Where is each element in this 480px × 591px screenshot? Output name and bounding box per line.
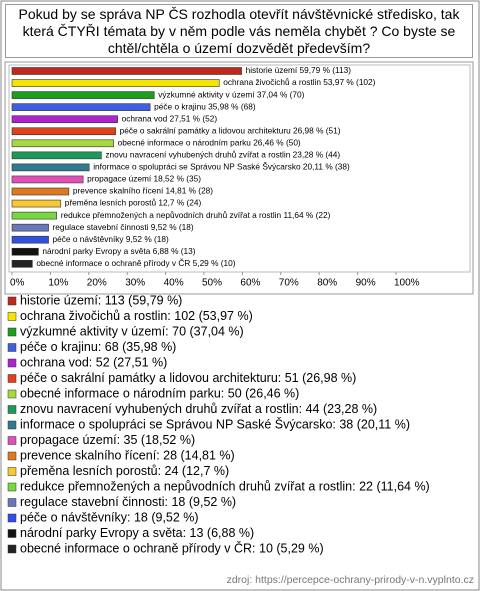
bar — [11, 187, 70, 196]
legend-swatch — [7, 312, 17, 321]
x-tick-label: 100% — [394, 278, 420, 289]
legend-label: ochrana vod: 52 (27,51 %) — [20, 355, 167, 369]
legend-swatch — [7, 482, 17, 492]
data-label: národní parky Evropy a světa 6,88 % (13) — [42, 246, 195, 256]
source: zdroj: https://percepce-ochrany-prirody-… — [227, 574, 474, 586]
legend-swatch — [7, 420, 17, 430]
plot-frame — [4, 61, 474, 295]
data-label: propagace území 18,52 % (35) — [87, 174, 201, 184]
x-tick-label: 10% — [48, 278, 68, 289]
bar — [11, 79, 220, 87]
legend-swatch — [7, 327, 17, 337]
legend-swatch — [7, 389, 17, 399]
x-tick-label: 90% — [356, 278, 376, 289]
legend-swatch — [7, 513, 17, 523]
data-label: obecné informace o ochraně přírody v ČR … — [36, 258, 235, 268]
data-label: výzkumné aktivity v území 37,04 % (70) — [158, 89, 304, 99]
legend-label: národní parky Evropy a světa: 13 (6,88 %… — [20, 526, 254, 540]
data-label: péče o sakrální památky a lidovou archit… — [120, 125, 341, 135]
data-label: přeměna lesních porostů 12,7 % (24) — [65, 198, 202, 208]
data-label: znovu navracení vyhubených druhů zvířat … — [105, 150, 340, 160]
legend-swatch — [7, 374, 17, 383]
legend-label: péče o krajinu: 68 (35,98 %) — [20, 340, 176, 354]
x-tick-label: 40% — [164, 278, 184, 289]
bar — [11, 235, 49, 244]
legend-label: prevence skalního řícení: 28 (14,81 %) — [20, 448, 235, 462]
bar — [11, 115, 118, 123]
legend-label: redukce přemnožených a nepůvodních druhů… — [20, 479, 430, 493]
legend-swatch — [7, 451, 17, 461]
bar — [11, 127, 116, 136]
legend-label: péče o sakrální památky a lidovou archit… — [20, 371, 356, 385]
legend-swatch — [7, 544, 17, 554]
legend-label: přeměna lesních porostů: 24 (12,7 %) — [20, 464, 229, 478]
data-label: ochrana živočichů a rostlin 53,97 % (102… — [223, 77, 375, 87]
x-tick-label: 70% — [279, 278, 299, 289]
bar — [11, 259, 33, 268]
bar — [11, 91, 155, 99]
legend-label: péče o návštěvníky: 18 (9,52 %) — [20, 510, 199, 524]
data-label: péče o krajinu 35,98 % (68) — [154, 101, 256, 111]
data-label: ochrana vod 27,51 % (52) — [122, 113, 218, 123]
data-label: obecné informace o národním parku 26,46 … — [118, 137, 301, 147]
legend-label: historie území: 113 (59,79 %) — [20, 293, 182, 307]
bar — [11, 223, 49, 232]
legend-label: informace o spolupráci se Správou NP Sas… — [20, 416, 410, 431]
legend-label: výzkumné aktivity v území: 70 (37,04 %) — [20, 324, 244, 338]
plot-area — [8, 64, 471, 273]
x-tick-label: 20% — [87, 278, 107, 289]
bar — [11, 67, 242, 75]
legend-label: propagace území: 35 (18,52 %) — [20, 433, 195, 447]
x-tick-label: 60% — [240, 278, 260, 289]
bar — [11, 103, 151, 111]
legend-label: obecné informace o národním parku: 50 (2… — [20, 386, 299, 400]
x-tick-label: 30% — [125, 278, 145, 289]
legend-label: ochrana živočichů a rostlin: 102 (53,97 … — [20, 309, 253, 323]
legend-swatch — [7, 498, 17, 507]
data-label: regulace stavební činnosti 9,52 % (18) — [53, 222, 194, 232]
legend-swatch — [7, 467, 17, 476]
legend-label: obecné informace o ochraně přírody v ČR:… — [20, 540, 324, 555]
legend-label: znovu navracení vyhubených druhů zvířat … — [20, 402, 377, 416]
x-tick-label: 80% — [317, 278, 337, 289]
legend-label: regulace stavební činnosti: 18 (9,52 %) — [20, 495, 236, 509]
chart-title: Pokud by se správa NP ČS rozhodla otevří… — [5, 4, 473, 58]
bar — [11, 211, 57, 220]
legend-swatch — [7, 358, 17, 368]
bar — [11, 199, 62, 208]
bar — [11, 139, 114, 148]
legend-swatch — [7, 405, 17, 414]
data-label: redukce přemnožených a nepůvodních druhů… — [61, 210, 331, 220]
legend-swatch — [7, 436, 17, 445]
x-tick-label: 0% — [10, 278, 25, 289]
data-label: prevence skalního řícení 14,81 % (28) — [73, 186, 213, 196]
bar — [11, 163, 90, 172]
data-label: informace o spolupráci se Správou NP Sas… — [93, 162, 350, 172]
legend-swatch — [7, 343, 17, 352]
bar — [11, 151, 102, 160]
legend-swatch — [7, 296, 17, 306]
bar — [11, 247, 39, 256]
bar — [11, 175, 84, 184]
x-tick-label: 50% — [202, 278, 222, 289]
data-label: historie území 59,79 % (113) — [246, 65, 352, 75]
data-label: péče o návštěvníky 9,52 % (18) — [53, 234, 169, 244]
legend-swatch — [7, 529, 17, 538]
